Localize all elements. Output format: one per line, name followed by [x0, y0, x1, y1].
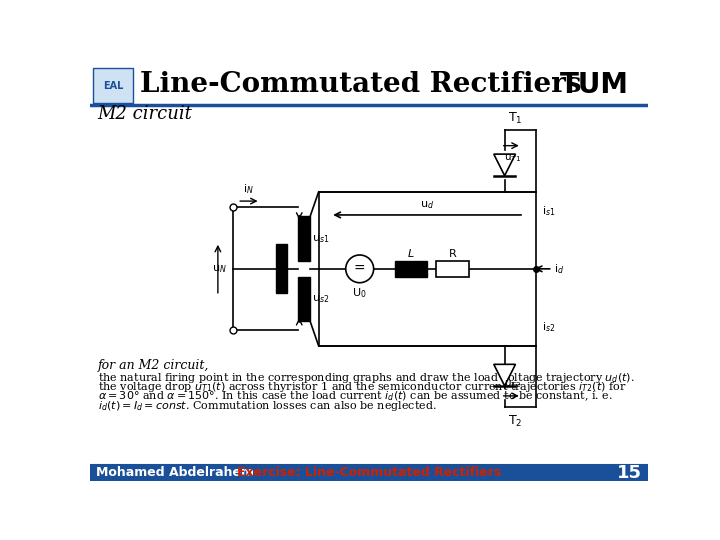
Text: i$_N$: i$_N$ [243, 183, 254, 197]
Text: the natural firing point in the corresponding graphs and draw the load voltage t: the natural firing point in the correspo… [98, 372, 634, 385]
Bar [319, 192, 536, 346]
Bar [276, 244, 287, 294]
Polygon shape [494, 154, 516, 176]
Text: Mohamed Abdelrahem: Mohamed Abdelrahem [96, 467, 254, 480]
Text: R: R [449, 249, 456, 259]
Text: u$_{s1}$: u$_{s1}$ [312, 233, 330, 245]
Text: Exercise: Line-Commutated Rectifiers: Exercise: Line-Commutated Rectifiers [237, 467, 501, 480]
Bar [90, 465, 648, 481]
Text: $i_d(t) = I_d = const$. Commutation losses can also be neglected.: $i_d(t) = I_d = const$. Commutation loss… [98, 399, 436, 413]
Text: T$_2$: T$_2$ [508, 414, 522, 429]
Text: u$_{T1}$: u$_{T1}$ [504, 152, 521, 164]
Circle shape [346, 255, 374, 283]
Text: i$_{s2}$: i$_{s2}$ [542, 320, 555, 334]
Text: TUM: TUM [559, 71, 629, 99]
Text: u$_{s2}$: u$_{s2}$ [312, 293, 330, 305]
Bar [93, 68, 133, 103]
Text: M2 circuit: M2 circuit [98, 105, 193, 123]
Text: EAL: EAL [103, 80, 123, 91]
Text: T$_1$: T$_1$ [508, 111, 522, 126]
Text: Line-Commutated Rectifiers: Line-Commutated Rectifiers [140, 71, 582, 98]
Polygon shape [494, 364, 516, 386]
Text: 15: 15 [617, 464, 642, 482]
Text: i$_d$: i$_d$ [554, 262, 564, 276]
Text: =: = [354, 262, 366, 276]
Text: L: L [408, 249, 414, 259]
Text: U$_0$: U$_0$ [352, 287, 367, 300]
Bar [436, 261, 469, 276]
Text: u$_N$: u$_N$ [212, 263, 228, 275]
Text: the voltage drop $u_{T1}(t)$ across thyristor 1 and the semiconductor current tr: the voltage drop $u_{T1}(t)$ across thyr… [98, 381, 626, 395]
Text: u$_{T2}$: u$_{T2}$ [504, 378, 521, 390]
Bar [395, 261, 427, 276]
Text: for an M2 circuit,: for an M2 circuit, [98, 359, 209, 372]
Text: $\alpha = 30°$ and $\alpha = 150°$. In this case the load current $i_d(t)$ can b: $\alpha = 30°$ and $\alpha = 150°$. In t… [98, 390, 613, 403]
Text: u$_d$: u$_d$ [420, 199, 434, 211]
Bar [297, 217, 310, 261]
Text: i$_{s1}$: i$_{s1}$ [542, 204, 555, 218]
Bar [297, 276, 310, 321]
